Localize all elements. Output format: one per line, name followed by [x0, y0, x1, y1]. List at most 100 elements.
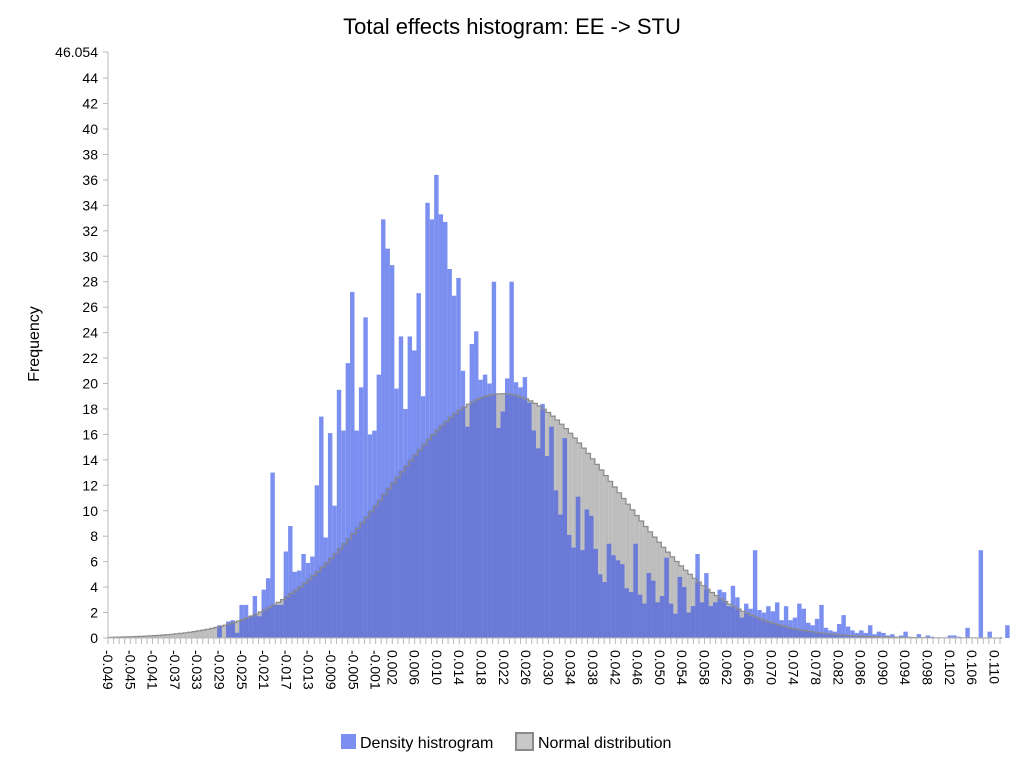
normal-bin	[134, 636, 139, 638]
histogram-bar[interactable]	[819, 604, 824, 638]
histogram-bar[interactable]	[890, 634, 895, 638]
histogram-overlap	[801, 630, 807, 638]
normal-bin	[152, 635, 157, 638]
histogram-bar[interactable]	[792, 617, 798, 638]
histogram-bar[interactable]	[845, 626, 851, 638]
histogram-overlap	[345, 537, 351, 638]
histogram-overlap	[354, 527, 359, 638]
histogram-overlap	[327, 557, 333, 638]
histogram-bar[interactable]	[381, 219, 386, 639]
normal-bin	[174, 633, 179, 638]
histogram-bar[interactable]	[881, 632, 886, 638]
histogram-bar[interactable]	[270, 472, 275, 638]
histogram-overlap	[500, 411, 505, 638]
histogram-bar[interactable]	[288, 526, 293, 638]
x-tick-label: 0.110	[986, 650, 1002, 684]
histogram-bar[interactable]	[806, 622, 811, 638]
histogram-overlap	[624, 588, 629, 638]
histogram-bar[interactable]	[1005, 625, 1010, 638]
histogram-bar[interactable]	[336, 389, 342, 638]
histogram-bar[interactable]	[863, 632, 868, 638]
histogram-overlap	[412, 454, 417, 638]
histogram-overlap	[721, 601, 727, 638]
histogram-overlap	[513, 395, 519, 638]
histogram-overlap	[872, 636, 877, 638]
y-tick-label: 2	[90, 605, 98, 621]
legend-item-histogram[interactable]: Density histrogram	[341, 734, 493, 752]
histogram-bar[interactable]	[836, 624, 842, 638]
x-tick-label: 0.042	[607, 650, 623, 685]
histogram-bar[interactable]	[952, 635, 957, 638]
y-tick-label: 38	[82, 146, 98, 162]
histogram-bar[interactable]	[987, 631, 992, 638]
histogram-bar[interactable]	[814, 618, 820, 638]
normal-bin	[200, 630, 206, 638]
histogram-bar[interactable]	[854, 632, 860, 638]
normal-bin	[572, 438, 578, 638]
histogram-overlap	[504, 394, 510, 638]
histogram-bar[interactable]	[925, 635, 930, 638]
x-tick-label: 0.078	[808, 650, 824, 685]
normal-bin	[236, 621, 241, 638]
histogram-bar[interactable]	[965, 627, 970, 638]
histogram-overlap	[363, 516, 368, 638]
histogram-bar[interactable]	[872, 634, 877, 638]
histogram-bar[interactable]	[283, 551, 289, 638]
histogram-overlap	[823, 633, 829, 638]
histogram-bar[interactable]	[978, 550, 984, 638]
histogram-bar[interactable]	[389, 265, 395, 638]
histogram-bar[interactable]	[867, 625, 873, 638]
histogram-overlap	[407, 459, 413, 638]
histogram-overlap	[690, 606, 696, 638]
histogram-bar[interactable]	[775, 602, 780, 638]
histogram-overlap	[296, 586, 302, 638]
histogram-overlap	[239, 619, 244, 638]
histogram-bar[interactable]	[916, 634, 922, 638]
histogram-bar[interactable]	[801, 608, 807, 638]
histogram-bar[interactable]	[314, 485, 320, 638]
histogram-overlap	[695, 582, 700, 638]
normal-bin	[214, 627, 219, 638]
histogram-bar[interactable]	[434, 174, 439, 638]
histogram-overlap	[775, 624, 780, 638]
histogram-overlap	[336, 547, 342, 638]
histogram-bar[interactable]	[319, 416, 324, 638]
histogram-overlap	[469, 401, 475, 638]
histogram-bar[interactable]	[345, 363, 351, 638]
histogram-overlap	[544, 456, 550, 638]
histogram-bar[interactable]	[425, 202, 430, 638]
histogram-bar[interactable]	[341, 430, 346, 638]
histogram-bar[interactable]	[903, 631, 908, 638]
x-tick-label: 0.058	[697, 650, 713, 685]
histogram-overlap	[474, 399, 479, 638]
histogram-bar[interactable]	[859, 630, 864, 638]
histogram-overlap	[704, 589, 709, 638]
histogram-overlap	[509, 394, 514, 638]
histogram-bar[interactable]	[752, 550, 758, 638]
histogram-bar[interactable]	[898, 635, 904, 638]
histogram-bar[interactable]	[429, 219, 435, 639]
histogram-overlap	[806, 631, 811, 638]
x-tick-label: 0.102	[942, 650, 958, 685]
histogram-bar[interactable]	[385, 248, 390, 638]
histogram-bar[interactable]	[350, 291, 355, 638]
histogram-overlap	[456, 409, 461, 638]
histogram-overlap	[292, 589, 297, 638]
histogram-overlap	[783, 627, 789, 638]
histogram-bar[interactable]	[947, 635, 953, 638]
histogram-overlap	[553, 490, 559, 638]
histogram-overlap	[620, 564, 625, 638]
histogram-overlap	[323, 562, 328, 638]
histogram-bar[interactable]	[850, 630, 855, 638]
histogram-bar[interactable]	[327, 433, 333, 638]
histogram-bar[interactable]	[797, 603, 802, 638]
histogram-bar[interactable]	[783, 606, 789, 638]
normal-bin	[630, 509, 635, 638]
histogram-bar[interactable]	[358, 387, 364, 638]
histogram-bar[interactable]	[876, 631, 882, 638]
histogram-bar[interactable]	[841, 615, 846, 638]
histogram-bar[interactable]	[363, 317, 368, 638]
histogram-overlap	[788, 628, 793, 638]
histogram-bar[interactable]	[823, 627, 829, 638]
legend-item-normal[interactable]: Normal distribution	[515, 732, 671, 752]
